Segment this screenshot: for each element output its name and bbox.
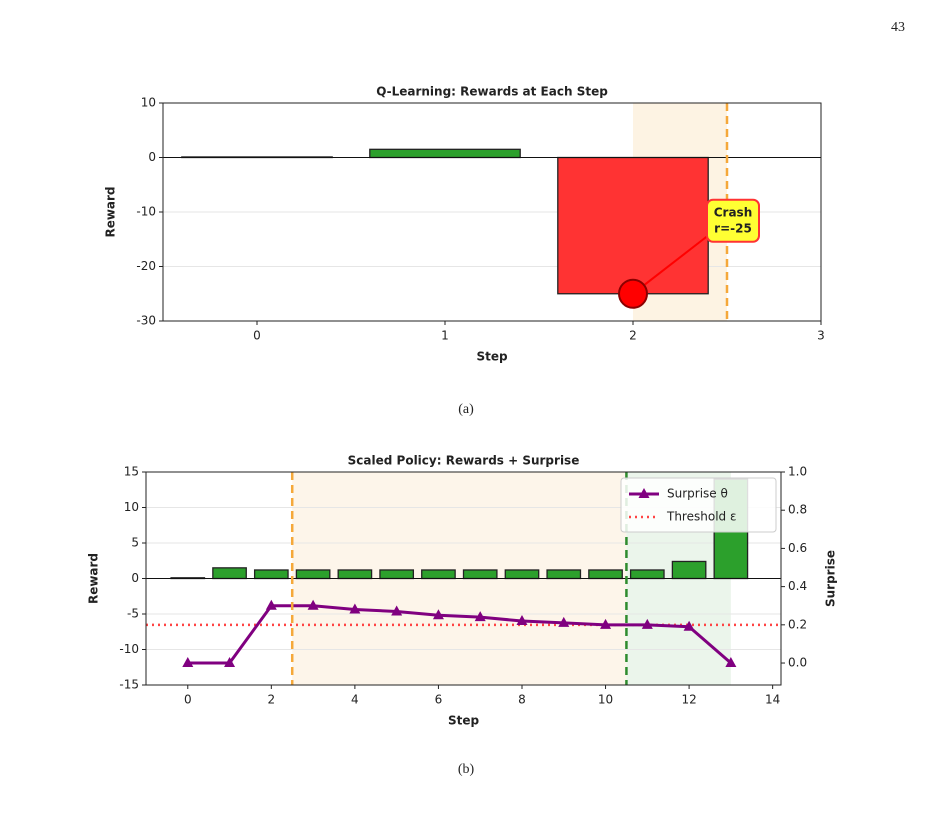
- y2-axis-label: Surprise: [824, 550, 838, 607]
- bar: [546, 569, 582, 580]
- y2-tick-label: 0.0: [788, 656, 807, 670]
- surprise-marker: [558, 616, 570, 627]
- bar: [337, 569, 373, 580]
- bar: [504, 569, 540, 580]
- bar: [295, 569, 331, 580]
- bar: [462, 569, 498, 580]
- x-tick-label: 1: [441, 329, 449, 343]
- x-tick-label: 10: [598, 693, 613, 707]
- surprise-marker: [182, 657, 194, 668]
- x-axis-label: Step: [448, 714, 480, 728]
- surprise-marker: [391, 605, 403, 616]
- y-tick-label: 0: [148, 150, 156, 164]
- x-tick-label: 3: [817, 329, 825, 343]
- legend-marker: [638, 488, 650, 498]
- annotation-arrow: [632, 230, 714, 295]
- y-tick-label: 15: [124, 465, 139, 479]
- y-tick-label: -5: [127, 607, 139, 621]
- caption: (a): [458, 402, 474, 417]
- y2-tick-label: 0.8: [788, 503, 807, 517]
- surprise-marker: [349, 603, 361, 614]
- x-tick-label: 2: [629, 329, 637, 343]
- bar: [629, 569, 665, 580]
- surprise-marker: [641, 618, 653, 629]
- bar: [379, 569, 415, 580]
- surprise-marker: [265, 599, 277, 610]
- x-tick-label: 0: [253, 329, 261, 343]
- bar: [253, 569, 289, 580]
- x-tick-label: 12: [681, 693, 696, 707]
- bar: [369, 148, 521, 159]
- x-tick-label: 14: [765, 693, 780, 707]
- y-tick-label: 10: [141, 96, 156, 110]
- surprise-marker: [307, 599, 319, 610]
- y-axis-label: Reward: [104, 186, 118, 237]
- x-tick-label: 8: [518, 693, 526, 707]
- bar: [671, 560, 707, 580]
- y-tick-label: -10: [119, 642, 139, 656]
- y-axis-label: Reward: [87, 553, 101, 604]
- page-number: 43: [891, 20, 905, 35]
- x-axis-label: Step: [476, 350, 508, 364]
- axes-frame: [162, 102, 822, 322]
- legend-label: Surprise θ: [667, 487, 728, 501]
- y-tick-label: 5: [131, 536, 139, 550]
- annotation-text: r=-25: [714, 221, 752, 235]
- bar: [557, 156, 709, 295]
- x-tick-label: 0: [184, 693, 192, 707]
- bar: [421, 569, 456, 580]
- surprise-line: [187, 604, 732, 665]
- y-tick-label: -20: [136, 259, 156, 273]
- y-tick-label: 10: [124, 500, 139, 514]
- legend-box: [620, 477, 777, 533]
- y-tick-label: -30: [136, 314, 156, 328]
- x-tick-label: 4: [351, 693, 359, 707]
- highlight-point: [618, 278, 648, 309]
- y-tick-label: 0: [131, 571, 139, 585]
- surprise-marker: [516, 615, 528, 626]
- surprise-marker: [725, 657, 737, 668]
- surprise-marker: [224, 657, 236, 668]
- y2-tick-label: 0.4: [788, 579, 807, 593]
- surprise-marker: [683, 620, 695, 631]
- x-tick-label: 6: [435, 693, 443, 707]
- bar: [588, 569, 623, 580]
- surprise-marker: [474, 611, 486, 622]
- legend-label: Threshold ε: [666, 510, 736, 524]
- y2-tick-label: 0.6: [788, 541, 807, 555]
- surprise-marker: [600, 618, 612, 629]
- y2-tick-label: 1.0: [788, 465, 807, 479]
- y-tick-label: -10: [136, 205, 156, 219]
- annotation-text: Crash: [714, 205, 753, 219]
- axes-frame: [145, 471, 782, 686]
- chart-title: Q-Learning: Rewards at Each Step: [376, 85, 608, 99]
- bar: [212, 567, 247, 580]
- chart-title: Scaled Policy: Rewards + Surprise: [348, 454, 580, 468]
- surprise-marker: [432, 609, 444, 620]
- y-tick-label: -15: [119, 678, 139, 692]
- caption: (b): [458, 762, 475, 777]
- annotation-box: [706, 198, 760, 243]
- x-tick-label: 2: [268, 693, 276, 707]
- y2-tick-label: 0.2: [788, 617, 807, 631]
